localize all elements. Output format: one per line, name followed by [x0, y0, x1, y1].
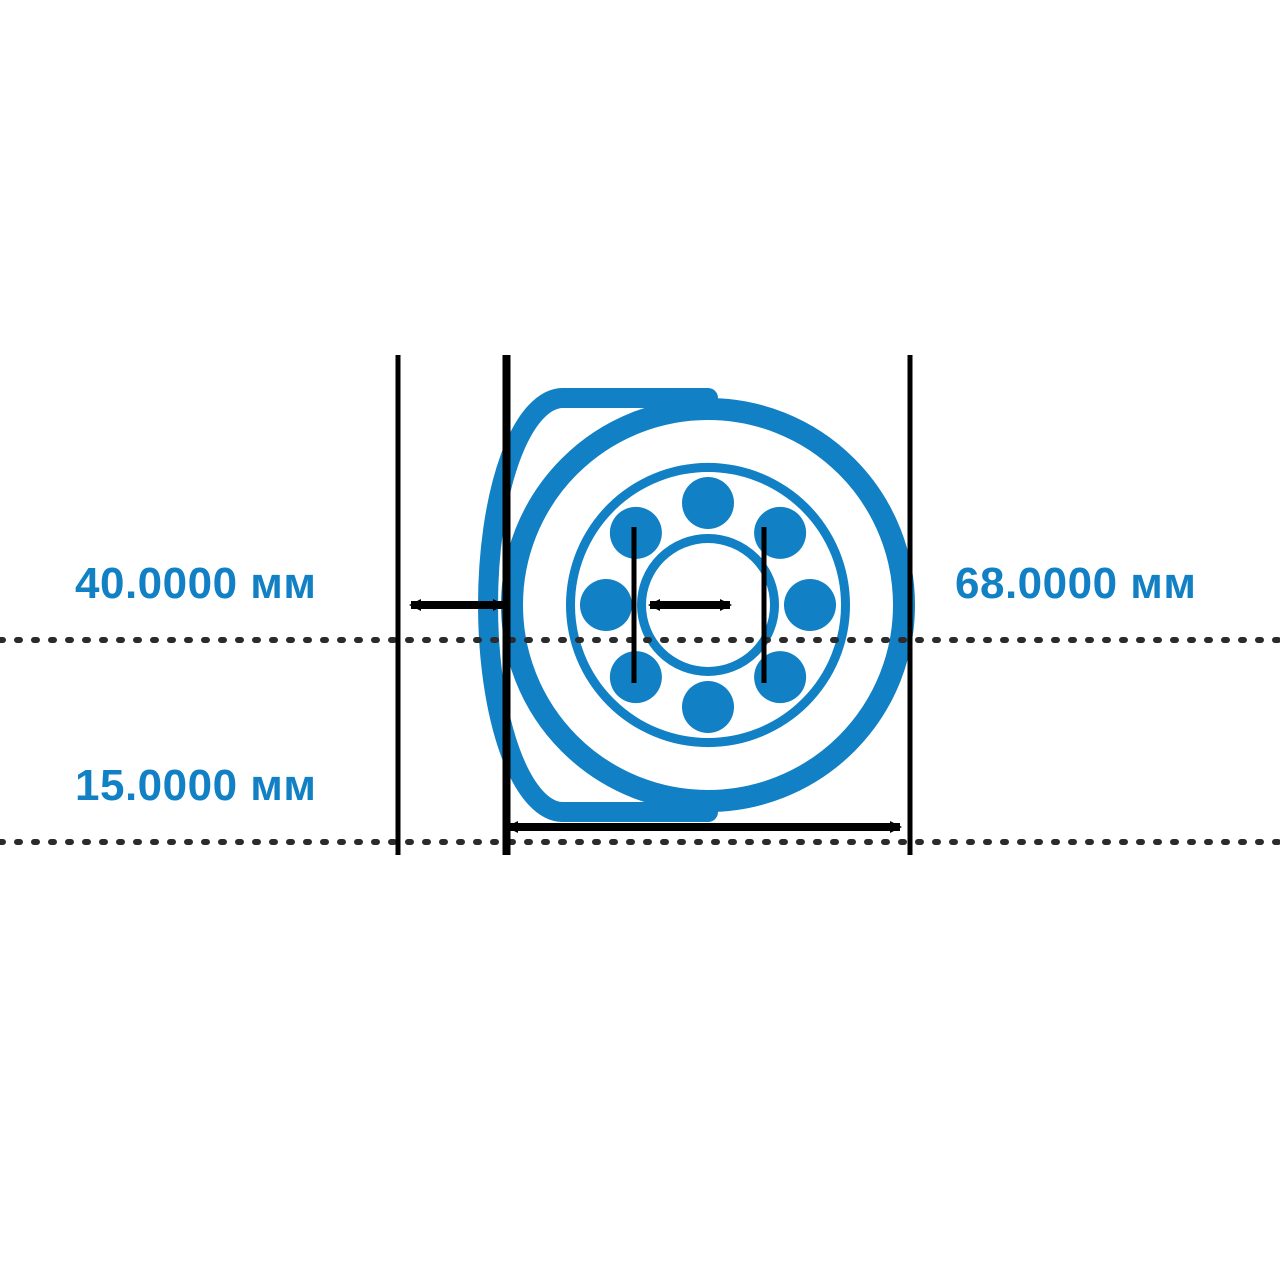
dimension-label-bore: 40.0000 мм	[75, 559, 316, 608]
bearing-ball	[682, 681, 734, 733]
dimension-label-outer: 68.0000 мм	[955, 559, 1196, 608]
bearing-ball	[784, 579, 836, 631]
dimension-label-width: 15.0000 мм	[75, 761, 316, 810]
bearing-ball	[580, 579, 632, 631]
bearing-ball	[682, 477, 734, 529]
